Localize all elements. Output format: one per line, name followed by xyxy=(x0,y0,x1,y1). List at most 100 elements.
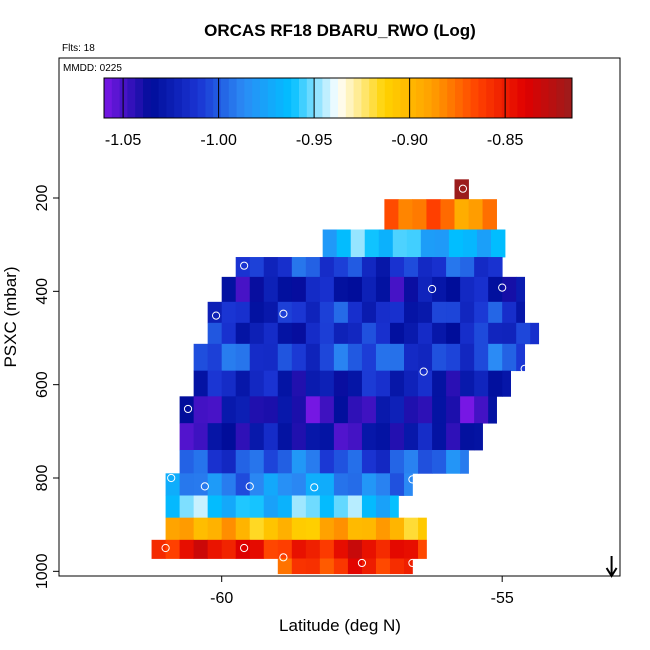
heatmap-cell xyxy=(221,423,237,451)
heatmap-cell xyxy=(389,276,405,303)
heatmap-cell xyxy=(454,199,469,230)
heatmap-cell xyxy=(502,343,517,372)
heatmap-cell xyxy=(488,343,503,372)
heatmap-cell xyxy=(347,343,363,372)
heatmap-cell xyxy=(305,322,321,345)
data-point xyxy=(161,543,170,553)
heatmap-cell xyxy=(516,276,526,303)
data-point xyxy=(183,404,193,414)
heatmap-cell xyxy=(446,396,461,424)
heatmap-cell xyxy=(375,276,391,303)
heatmap-cell xyxy=(446,322,461,345)
heatmap-cell xyxy=(389,450,405,474)
heatmap-cell xyxy=(277,473,293,496)
heatmap-cell xyxy=(305,495,321,519)
heatmap-cell xyxy=(277,301,293,324)
heatmap-cell xyxy=(291,423,307,451)
heatmap-cell xyxy=(291,396,307,424)
flights-label: Flts: 18 xyxy=(62,43,95,54)
heatmap-cell xyxy=(364,229,380,258)
heatmap-cell xyxy=(291,495,307,519)
heatmap-cell xyxy=(193,396,209,424)
colorbar-swatch xyxy=(143,78,152,118)
heatmap-cell xyxy=(418,396,433,424)
heatmap-cell xyxy=(474,322,489,345)
heatmap-cell xyxy=(235,322,251,345)
heatmap-cell xyxy=(432,322,447,345)
heatmap-cell xyxy=(179,539,195,559)
y-axis: 200 400 600 800 1000 xyxy=(34,185,59,589)
heatmap-cell xyxy=(322,229,338,258)
colorbar-swatch xyxy=(104,78,113,118)
heatmap-cells xyxy=(151,179,540,575)
data-point xyxy=(200,482,209,491)
heatmap-cell xyxy=(474,276,489,303)
heatmap-cell xyxy=(221,495,237,519)
heatmap-cell xyxy=(375,558,391,575)
colorbar-swatch xyxy=(353,78,362,118)
heatmap-cell xyxy=(333,539,349,559)
heatmap-cell xyxy=(418,539,427,559)
heatmap-cell xyxy=(235,450,251,474)
heatmap-cell xyxy=(277,396,293,424)
heatmap-cell xyxy=(347,423,363,451)
heatmap-cell xyxy=(179,473,195,496)
heatmap-cell xyxy=(440,199,455,230)
heatmap-cell xyxy=(305,539,321,559)
colorbar-swatch xyxy=(330,78,339,118)
arrow-head xyxy=(605,567,618,578)
heatmap-cell xyxy=(235,473,251,496)
heatmap-cell xyxy=(361,343,377,372)
heatmap-cell xyxy=(375,423,391,451)
heatmap-cell xyxy=(221,450,237,474)
colorbar-swatch xyxy=(244,78,253,118)
heatmap-cell xyxy=(432,257,447,278)
heatmap-cell xyxy=(249,539,265,559)
heatmap-cell xyxy=(235,301,251,324)
heatmap-cell xyxy=(277,322,293,345)
heatmap-cell xyxy=(404,450,419,474)
heatmap-cell xyxy=(418,450,433,474)
y-tick-label: 1000 xyxy=(34,553,51,589)
heatmap-cell xyxy=(249,396,265,424)
heatmap-cell xyxy=(404,558,413,575)
heatmap-cell xyxy=(291,343,307,372)
heatmap-cell xyxy=(193,370,209,397)
date-label: MMDD: 0225 xyxy=(63,63,122,74)
heatmap-cell xyxy=(319,558,335,575)
heatmap-cell xyxy=(446,423,461,451)
heatmap-cell xyxy=(460,343,475,372)
colorbar-swatch xyxy=(369,78,378,118)
heatmap-cell xyxy=(482,199,497,230)
colorbar-swatch xyxy=(174,78,183,118)
heatmap-cell xyxy=(305,276,321,303)
heatmap-cell xyxy=(333,450,349,474)
heatmap-cell xyxy=(418,257,433,278)
heatmap-cell xyxy=(361,370,377,397)
heatmap-cell xyxy=(375,539,391,559)
heatmap-cell xyxy=(530,322,540,345)
heatmap-cell xyxy=(207,396,223,424)
heatmap-cell xyxy=(263,539,279,559)
heatmap-cell xyxy=(404,343,419,372)
colorbar-swatch xyxy=(517,78,526,118)
heatmap-cell xyxy=(263,276,279,303)
heatmap-cell xyxy=(361,495,377,519)
colorbar-tick-label: -0.85 xyxy=(487,132,524,149)
heatmap-cell xyxy=(249,450,265,474)
heatmap-cell xyxy=(474,343,489,372)
colorbar-swatch xyxy=(416,78,425,118)
heatmap-cell xyxy=(249,301,265,324)
heatmap-cell xyxy=(179,423,195,451)
heatmap-cell xyxy=(221,343,237,372)
heatmap-cell xyxy=(333,276,349,303)
colorbar-swatch xyxy=(267,78,277,118)
heatmap-cell xyxy=(333,423,349,451)
colorbar-swatch xyxy=(314,78,323,118)
heatmap-cell xyxy=(404,257,419,278)
heatmap-cell xyxy=(361,301,377,324)
heatmap-cell xyxy=(319,257,335,278)
heatmap-cell xyxy=(291,322,307,345)
heatmap-cell xyxy=(418,301,433,324)
heatmap-cell xyxy=(336,229,352,258)
